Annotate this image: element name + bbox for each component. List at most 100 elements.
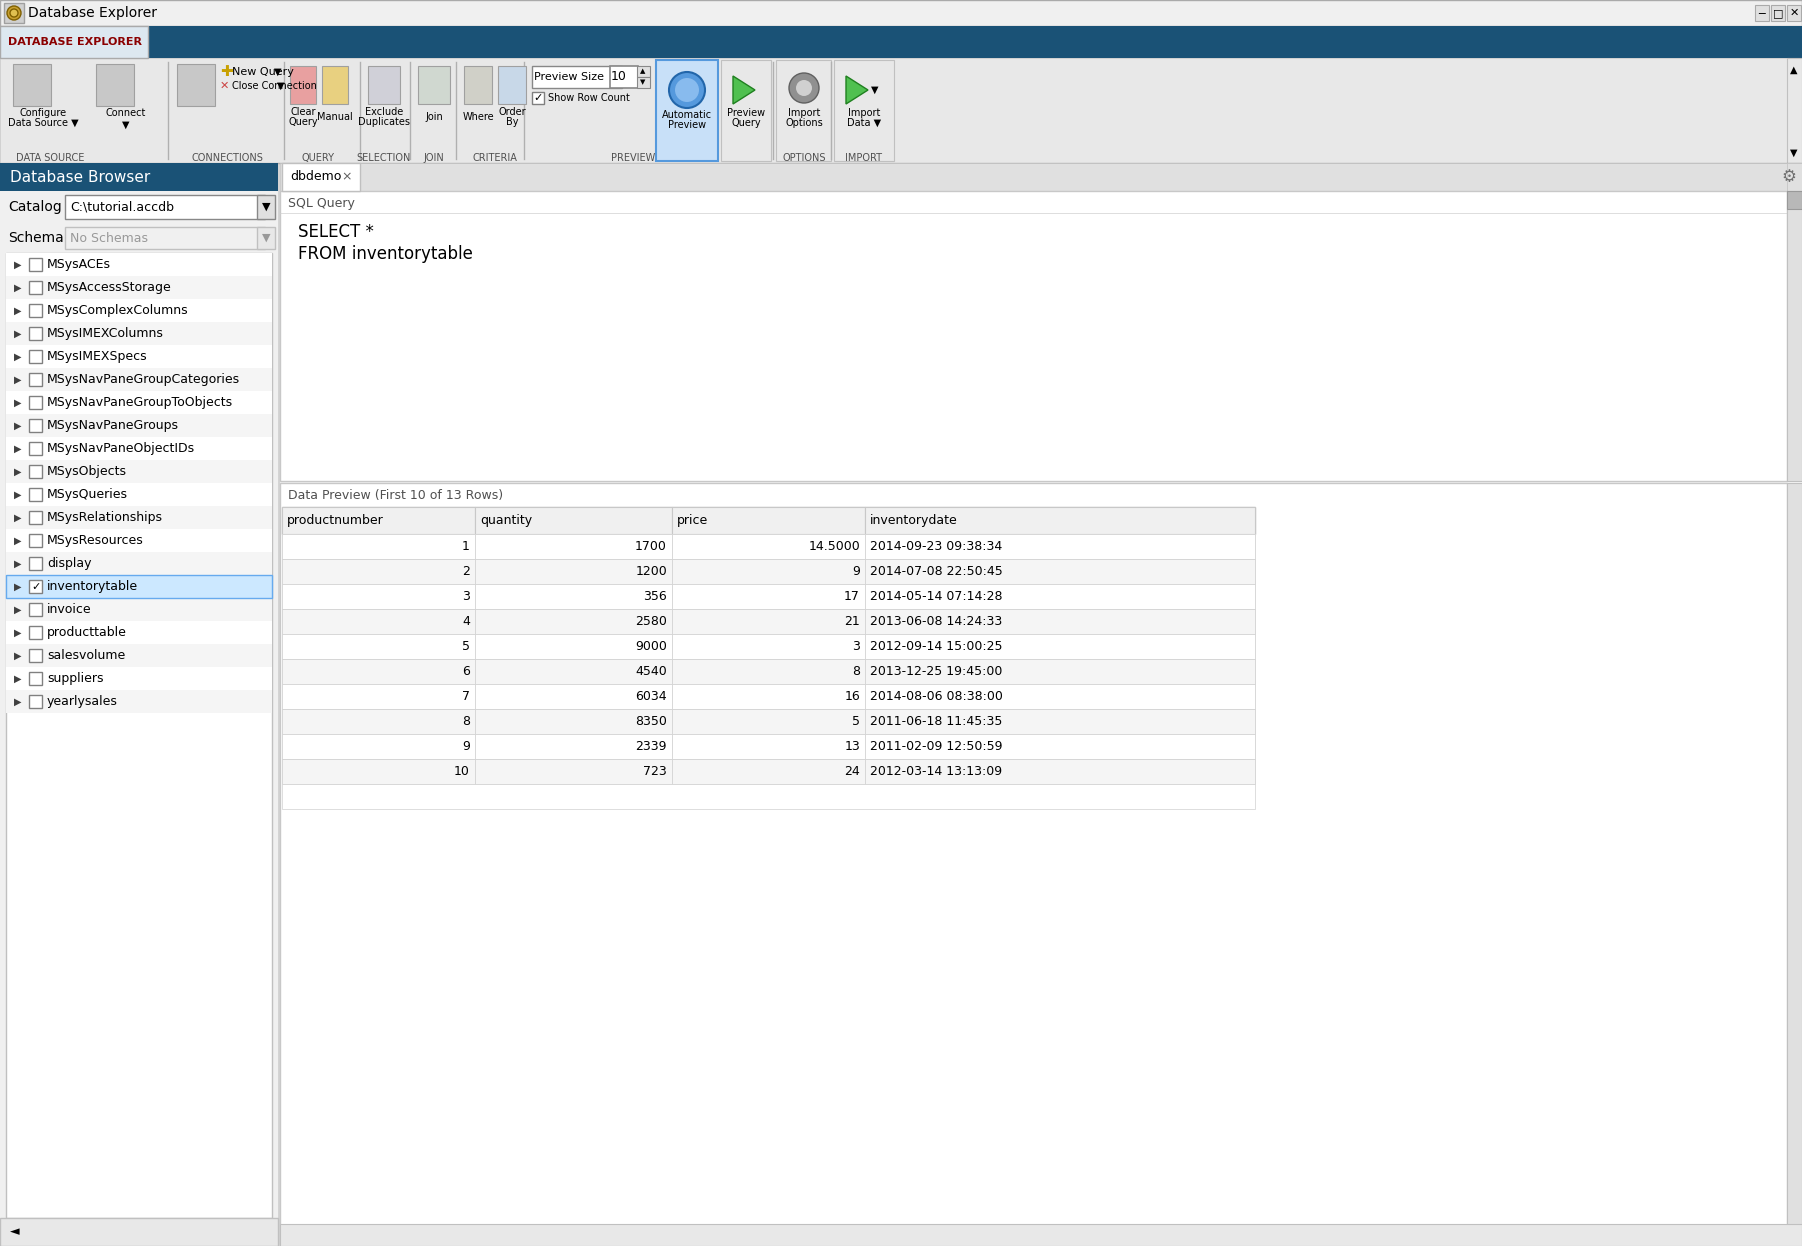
- Text: MSysAccessStorage: MSysAccessStorage: [47, 282, 171, 294]
- Text: ▶: ▶: [14, 283, 22, 293]
- Text: 4: 4: [461, 616, 470, 628]
- Bar: [281, 584, 476, 609]
- Text: MSysIMEXColumns: MSysIMEXColumns: [47, 326, 164, 340]
- Bar: [672, 759, 865, 784]
- Bar: [672, 709, 865, 734]
- Text: price: price: [678, 515, 708, 527]
- Text: inventorydate: inventorydate: [870, 515, 957, 527]
- Text: salesvolume: salesvolume: [47, 649, 126, 662]
- Text: 356: 356: [643, 591, 667, 603]
- Text: quantity: quantity: [479, 515, 532, 527]
- Text: Show Row Count: Show Row Count: [548, 93, 631, 103]
- Bar: [281, 759, 1254, 784]
- Text: SQL Query: SQL Query: [288, 197, 355, 211]
- Text: 2014-05-14 07:14:28: 2014-05-14 07:14:28: [870, 591, 1002, 603]
- Bar: [29, 419, 41, 432]
- Text: Preview: Preview: [726, 108, 766, 118]
- Text: ▼: ▼: [640, 78, 645, 85]
- Text: ◄: ◄: [11, 1226, 20, 1239]
- Bar: [13, 64, 50, 106]
- Text: SELECT *: SELECT *: [297, 223, 373, 240]
- Text: dbdemo: dbdemo: [290, 171, 341, 183]
- Text: ▼: ▼: [274, 67, 281, 77]
- Text: By: By: [506, 117, 519, 127]
- Text: CONNECTIONS: CONNECTIONS: [191, 153, 263, 163]
- Text: ×: ×: [342, 171, 351, 183]
- Text: No Schemas: No Schemas: [70, 232, 148, 244]
- Text: 9: 9: [461, 740, 470, 753]
- Bar: [476, 759, 672, 784]
- Bar: [5, 253, 272, 277]
- Bar: [4, 2, 23, 22]
- Bar: [65, 227, 265, 249]
- Circle shape: [676, 78, 699, 102]
- Text: 21: 21: [845, 616, 860, 628]
- Text: CRITERIA: CRITERIA: [472, 153, 517, 163]
- Text: OPTIONS: OPTIONS: [782, 153, 825, 163]
- Text: ▶: ▶: [14, 329, 22, 339]
- Text: 723: 723: [643, 765, 667, 778]
- Text: 2012-09-14 15:00:25: 2012-09-14 15:00:25: [870, 640, 1002, 653]
- Text: ▶: ▶: [14, 628, 22, 638]
- Text: 16: 16: [845, 690, 860, 703]
- Bar: [5, 368, 272, 391]
- Text: invoice: invoice: [47, 603, 92, 616]
- Bar: [0, 223, 278, 253]
- Text: productnumber: productnumber: [287, 515, 384, 527]
- Text: ▶: ▶: [14, 420, 22, 431]
- Bar: [29, 695, 41, 708]
- Text: ▼: ▼: [1789, 148, 1798, 158]
- Bar: [290, 66, 315, 103]
- Text: 7: 7: [461, 690, 470, 703]
- Bar: [5, 414, 272, 437]
- Bar: [279, 483, 1788, 1244]
- Bar: [497, 66, 526, 103]
- Text: PREVIEW: PREVIEW: [611, 153, 656, 163]
- Text: 13: 13: [845, 740, 860, 753]
- Bar: [5, 667, 272, 690]
- Text: New Query: New Query: [232, 67, 294, 77]
- Text: Preview Size: Preview Size: [533, 72, 604, 82]
- Bar: [281, 659, 1254, 684]
- Bar: [281, 535, 1254, 559]
- Text: Query: Query: [732, 118, 760, 128]
- Bar: [281, 559, 476, 584]
- Bar: [1788, 191, 1802, 481]
- Text: 14.5000: 14.5000: [809, 540, 860, 553]
- Text: 10: 10: [454, 765, 470, 778]
- Circle shape: [11, 9, 18, 17]
- Bar: [29, 396, 41, 409]
- Bar: [5, 321, 272, 345]
- Bar: [258, 196, 276, 219]
- Bar: [5, 437, 272, 460]
- Text: 2014-08-06 08:38:00: 2014-08-06 08:38:00: [870, 690, 1004, 703]
- Text: 3: 3: [461, 591, 470, 603]
- Text: ✚: ✚: [220, 65, 232, 80]
- Text: ▶: ▶: [14, 466, 22, 476]
- Bar: [29, 304, 41, 316]
- Polygon shape: [733, 76, 755, 103]
- Bar: [0, 26, 148, 59]
- Text: Exclude: Exclude: [364, 107, 404, 117]
- Text: DATA SOURCE: DATA SOURCE: [16, 153, 85, 163]
- Text: Import: Import: [787, 108, 820, 118]
- Text: MSysIMEXSpecs: MSysIMEXSpecs: [47, 350, 148, 363]
- Text: MSysNavPaneGroups: MSysNavPaneGroups: [47, 419, 178, 432]
- Bar: [476, 709, 672, 734]
- Bar: [281, 684, 1254, 709]
- Text: 24: 24: [845, 765, 860, 778]
- Text: ▶: ▶: [14, 490, 22, 500]
- Bar: [476, 634, 672, 659]
- Bar: [279, 163, 1802, 1246]
- Bar: [672, 734, 865, 759]
- Bar: [281, 709, 1254, 734]
- Bar: [5, 644, 272, 667]
- Bar: [1788, 191, 1802, 209]
- Text: 6: 6: [461, 665, 470, 678]
- Text: inventorytable: inventorytable: [47, 579, 139, 593]
- Bar: [0, 163, 278, 1246]
- Text: MSysNavPaneGroupCategories: MSysNavPaneGroupCategories: [47, 373, 240, 386]
- Bar: [29, 282, 41, 294]
- Bar: [96, 64, 133, 106]
- Bar: [368, 66, 400, 103]
